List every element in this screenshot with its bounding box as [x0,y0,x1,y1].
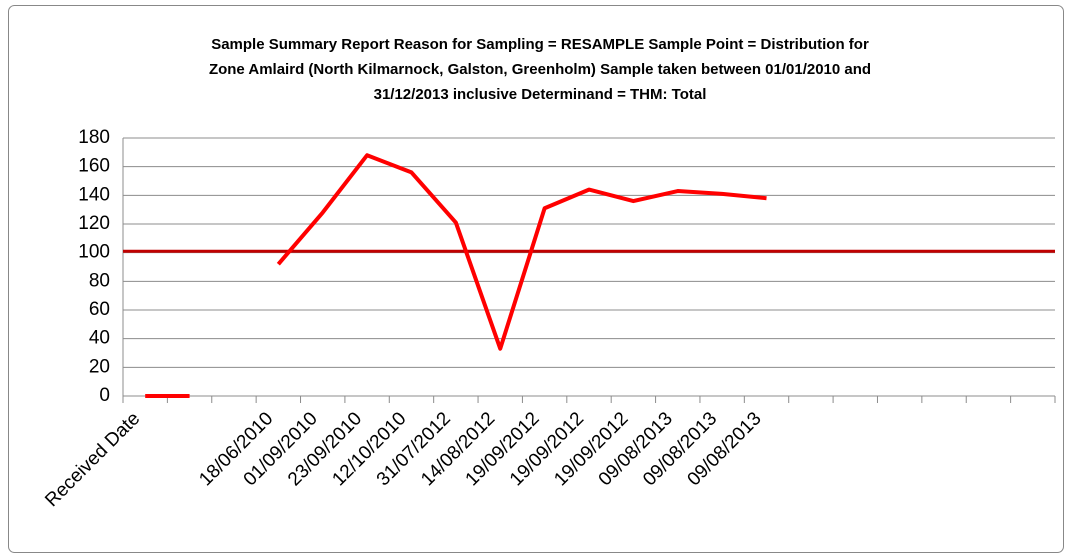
y-tick-label: 40 [89,328,110,349]
chart-title: Sample Summary Report Reason for Samplin… [211,36,869,53]
y-tick-label: 80 [89,270,110,291]
y-tick-label: 140 [78,184,110,205]
y-tick-label: 160 [78,156,110,177]
y-tick-label: 0 [99,385,110,406]
y-tick-label: 120 [78,213,110,234]
chart-title: 31/12/2013 inclusive Determinand = THM: … [374,86,707,103]
y-tick-label: 180 [78,127,110,148]
y-tick-label: 60 [89,299,110,320]
data-line [145,153,767,398]
y-tick-label: 20 [89,356,110,377]
chart-frame [8,5,1064,553]
chart-title: Zone Amlaird (North Kilmarnock, Galston,… [209,61,871,78]
y-tick-label: 100 [78,242,110,263]
